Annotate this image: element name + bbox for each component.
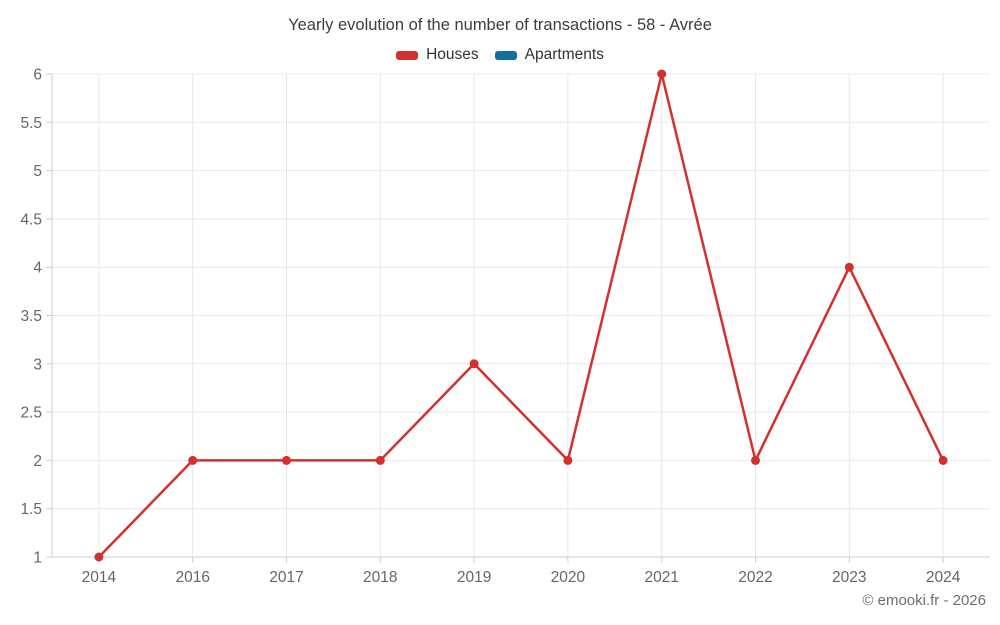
y-axis-label: 2 [33, 453, 42, 470]
data-point-marker-houses[interactable] [94, 552, 104, 562]
y-axis-label: 2.5 [20, 405, 42, 422]
y-axis-label: 4.5 [20, 211, 42, 228]
y-axis-label: 5.5 [20, 115, 42, 132]
data-point-marker-houses[interactable] [844, 262, 854, 272]
x-axis-label: 2023 [832, 569, 866, 586]
x-axis-label: 2020 [551, 569, 586, 586]
data-point-marker-houses[interactable] [938, 455, 948, 465]
x-axis-label: 2022 [738, 569, 772, 586]
data-point-marker-houses[interactable] [657, 69, 667, 79]
data-point-marker-houses[interactable] [563, 455, 573, 465]
y-axis-label: 3.5 [20, 308, 42, 325]
chart-title: Yearly evolution of the number of transa… [288, 16, 712, 34]
x-axis-label: 2017 [269, 569, 303, 586]
series-line-houses [98, 72, 945, 558]
x-axis-label: 2014 [82, 569, 117, 586]
x-axis-label: 2024 [926, 569, 961, 586]
y-axis-label: 3 [33, 356, 42, 373]
credit-text: © emooki.fr - 2026 [862, 592, 986, 609]
legend-label: Houses [426, 46, 479, 63]
legend-label: Apartments [524, 46, 604, 63]
data-point-marker-houses[interactable] [375, 455, 385, 465]
y-axis-label: 5 [33, 163, 42, 180]
legend-item-houses[interactable]: Houses [396, 46, 479, 64]
y-axis-label: 4 [33, 260, 42, 277]
legend-swatch-houses [396, 50, 419, 60]
y-axis-label: 6 [33, 67, 42, 84]
x-axis-label: 2016 [175, 569, 209, 586]
x-axis-label: 2019 [457, 569, 491, 586]
legend-swatch-apartments [494, 50, 517, 60]
data-point-marker-houses[interactable] [469, 359, 479, 369]
chart-legend: Houses Apartments [0, 46, 1000, 64]
data-point-marker-houses[interactable] [282, 455, 291, 465]
data-point-marker-houses[interactable] [751, 455, 760, 465]
y-axis-label: 1.5 [20, 501, 42, 518]
x-axis-label: 2021 [644, 569, 678, 586]
data-point-marker-houses[interactable] [188, 455, 198, 465]
y-axis-label: 1 [33, 550, 42, 567]
x-axis-label: 2018 [363, 569, 397, 586]
legend-item-apartments[interactable]: Apartments [494, 46, 604, 64]
